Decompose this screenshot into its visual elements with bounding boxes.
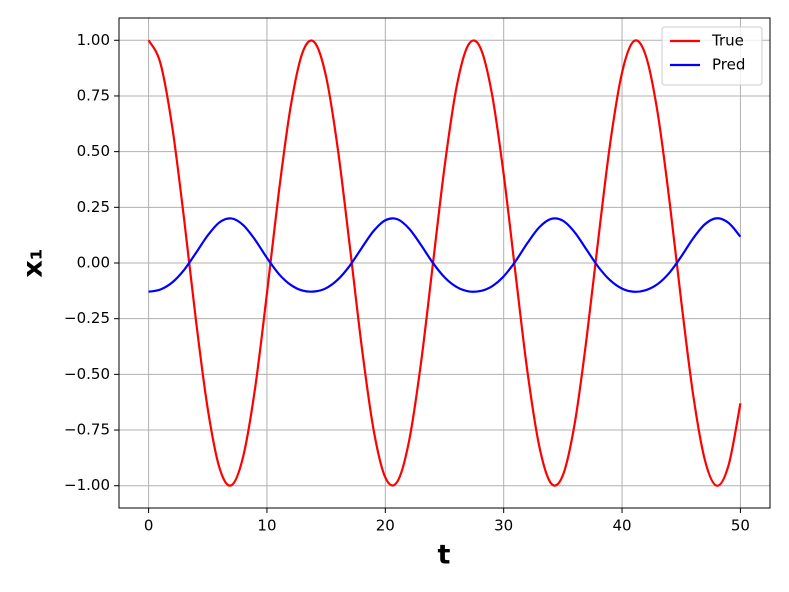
y-tick-label: 0.50: [77, 142, 110, 160]
x-tick-label: 0: [144, 517, 154, 535]
y-tick-label: 1.00: [77, 31, 110, 49]
y-axis-label: x₁: [18, 248, 49, 277]
legend-label: Pred: [712, 56, 745, 74]
legend-label: True: [711, 32, 744, 50]
data-line: [147, 39, 742, 487]
y-tick-label: 0.75: [77, 86, 110, 104]
data-line: [148, 217, 742, 293]
plot-frame: [118, 17, 771, 509]
y-tick-label: 0.00: [77, 254, 110, 272]
x-tick-label: 20: [376, 517, 395, 535]
y-tick-label: −0.50: [64, 365, 110, 383]
x-tick-label: 50: [731, 517, 750, 535]
y-tick-label: −0.75: [64, 421, 110, 439]
x-tick-label: 40: [612, 517, 631, 535]
y-tick-label: −0.25: [64, 309, 110, 327]
legend: True Pred: [661, 26, 763, 86]
y-tick-label: −1.00: [64, 476, 110, 494]
y-tick-label: 0.25: [77, 198, 110, 216]
x-tick-label: 10: [257, 517, 276, 535]
x-axis-label: t: [438, 540, 451, 571]
x-tick-label: 30: [494, 517, 513, 535]
